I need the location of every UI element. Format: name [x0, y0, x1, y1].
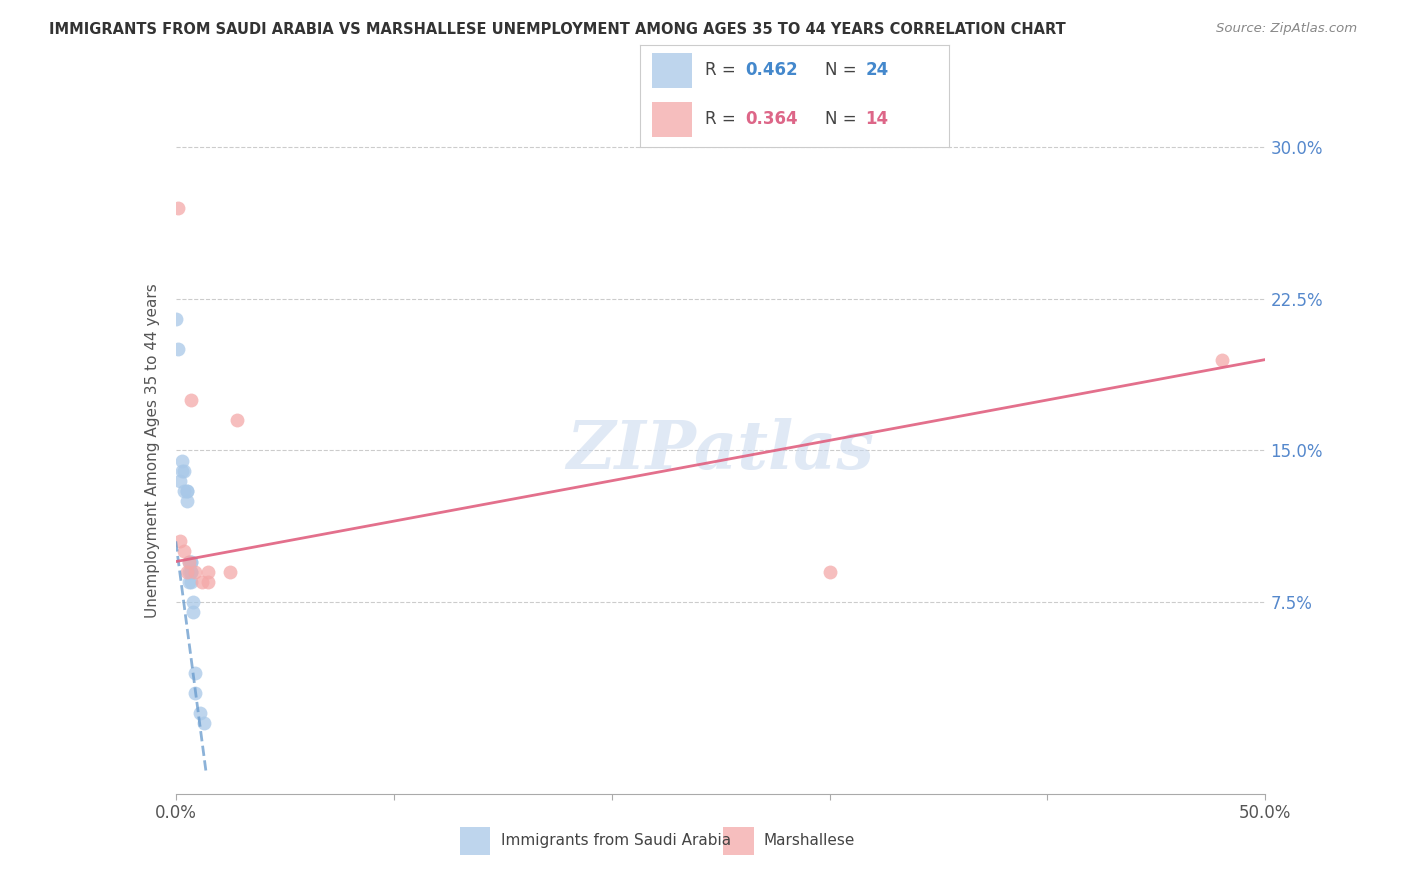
Point: [191, 574, 214, 589]
Text: IMMIGRANTS FROM SAUDI ARABIA VS MARSHALLESE UNEMPLOYMENT AMONG AGES 35 TO 44 YEA: IMMIGRANTS FROM SAUDI ARABIA VS MARSHALL…: [49, 22, 1066, 37]
Point: [173, 483, 195, 498]
Point: [1211, 352, 1233, 367]
Text: 24: 24: [866, 62, 889, 79]
Point: [180, 574, 202, 589]
Point: [184, 686, 207, 700]
Point: [180, 555, 202, 569]
Point: [176, 483, 198, 498]
Point: [172, 453, 194, 467]
Bar: [723, 827, 754, 855]
Text: R =: R =: [704, 62, 741, 79]
Point: [197, 574, 219, 589]
Text: N =: N =: [825, 62, 862, 79]
Text: 0.364: 0.364: [745, 111, 797, 128]
Text: N =: N =: [825, 111, 862, 128]
Point: [172, 464, 194, 478]
Point: [180, 555, 202, 569]
Point: [169, 474, 191, 488]
Point: [188, 706, 211, 720]
Point: [181, 605, 204, 619]
Point: [197, 565, 219, 579]
Point: [167, 201, 190, 215]
Point: [177, 565, 200, 579]
Text: Source: ZipAtlas.com: Source: ZipAtlas.com: [1216, 22, 1357, 36]
Bar: [460, 827, 491, 855]
Point: [184, 665, 207, 680]
Point: [177, 555, 200, 569]
Point: [165, 312, 187, 326]
Text: 14: 14: [866, 111, 889, 128]
Y-axis label: Unemployment Among Ages 35 to 44 years: Unemployment Among Ages 35 to 44 years: [145, 283, 160, 618]
Text: 0.462: 0.462: [745, 62, 797, 79]
Point: [181, 595, 204, 609]
Point: [180, 565, 202, 579]
Text: Immigrants from Saudi Arabia: Immigrants from Saudi Arabia: [501, 833, 731, 848]
Point: [173, 544, 195, 558]
Bar: [652, 53, 692, 87]
Point: [180, 565, 202, 579]
Point: [184, 565, 207, 579]
Point: [219, 565, 242, 579]
Point: [176, 494, 198, 508]
Point: [193, 716, 215, 731]
Point: [167, 343, 190, 357]
Point: [176, 483, 198, 498]
Point: [173, 464, 195, 478]
Bar: [652, 102, 692, 137]
Text: R =: R =: [704, 111, 741, 128]
Text: ZIPatlas: ZIPatlas: [567, 418, 875, 483]
Point: [177, 555, 200, 569]
Point: [176, 565, 198, 579]
Point: [177, 574, 200, 589]
Text: Marshallese: Marshallese: [763, 833, 855, 848]
Point: [818, 565, 841, 579]
Point: [169, 534, 191, 549]
Point: [225, 413, 247, 427]
Point: [180, 392, 202, 407]
